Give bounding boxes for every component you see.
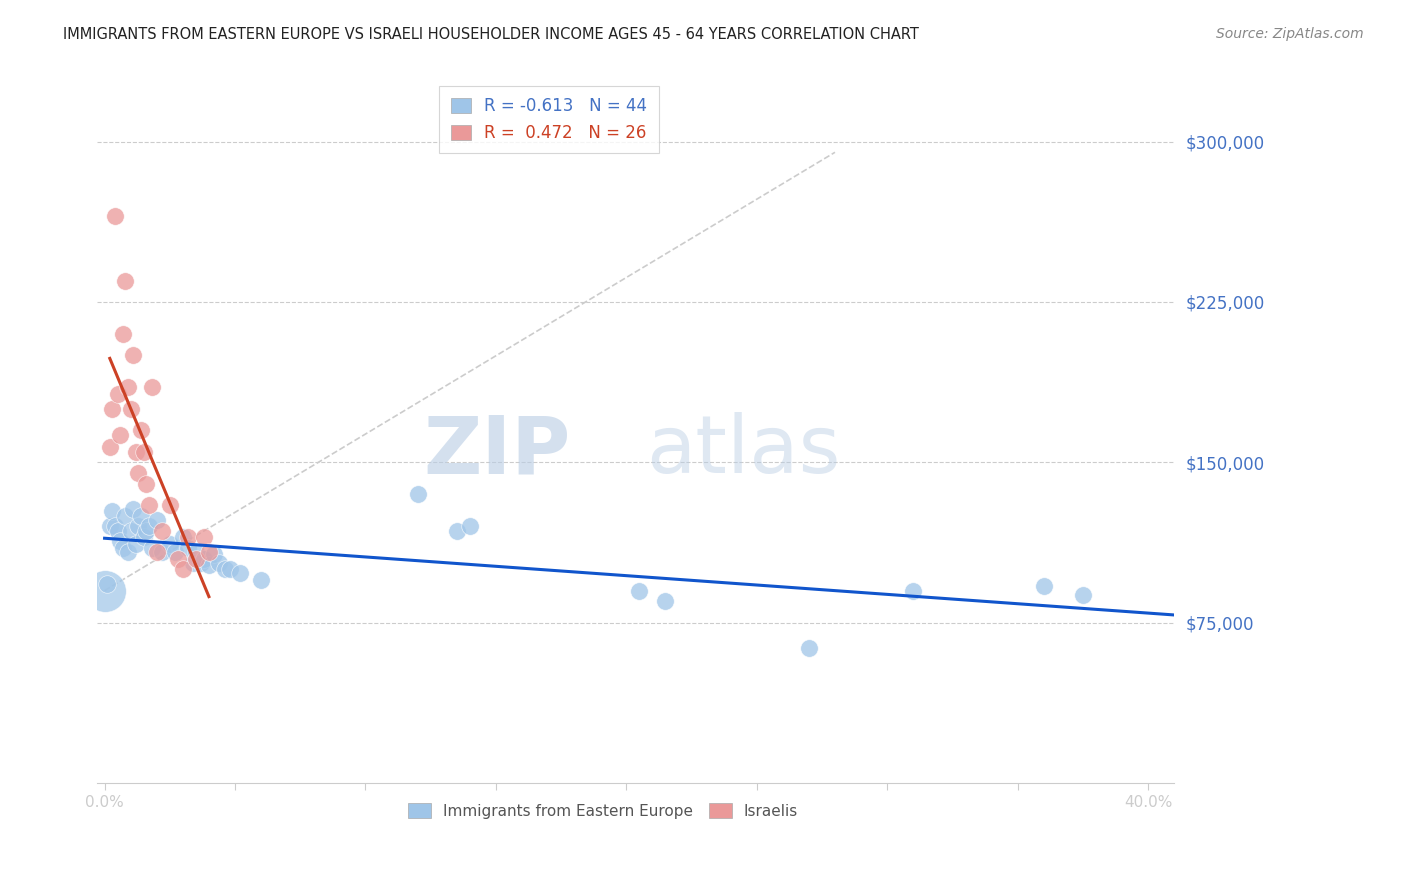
Point xyxy=(122,502,145,516)
Text: ZIP: ZIP xyxy=(423,412,571,491)
Point xyxy=(145,545,167,559)
Point xyxy=(150,545,173,559)
Point xyxy=(177,530,200,544)
Point xyxy=(193,551,215,566)
Legend: Immigrants from Eastern Europe, Israelis: Immigrants from Eastern Europe, Israelis xyxy=(402,797,804,825)
Point xyxy=(184,545,207,559)
Point xyxy=(198,545,221,559)
Point xyxy=(628,583,651,598)
Point xyxy=(101,401,124,416)
Point xyxy=(132,444,155,458)
Point xyxy=(114,508,136,523)
Point xyxy=(104,210,127,224)
Point xyxy=(128,466,150,480)
Point xyxy=(135,524,157,538)
Point xyxy=(101,504,124,518)
Point xyxy=(138,498,160,512)
Point xyxy=(120,524,142,538)
Point xyxy=(117,380,139,394)
Point xyxy=(406,487,429,501)
Point xyxy=(458,519,481,533)
Point xyxy=(172,530,194,544)
Point xyxy=(135,476,157,491)
Text: IMMIGRANTS FROM EASTERN EUROPE VS ISRAELI HOUSEHOLDER INCOME AGES 45 - 64 YEARS : IMMIGRANTS FROM EASTERN EUROPE VS ISRAEL… xyxy=(63,27,920,42)
Point xyxy=(129,423,152,437)
Point xyxy=(208,556,231,570)
Point xyxy=(111,326,134,341)
Point xyxy=(117,545,139,559)
Text: Source: ZipAtlas.com: Source: ZipAtlas.com xyxy=(1216,27,1364,41)
Point xyxy=(193,530,215,544)
Point xyxy=(159,498,181,512)
Point xyxy=(797,641,820,656)
Point xyxy=(214,562,236,576)
Point xyxy=(190,556,212,570)
Point xyxy=(125,536,148,550)
Point xyxy=(654,594,676,608)
Point xyxy=(1032,579,1054,593)
Point xyxy=(107,524,129,538)
Point xyxy=(159,536,181,550)
Point xyxy=(114,274,136,288)
Point xyxy=(1071,588,1094,602)
Point xyxy=(229,566,252,581)
Point xyxy=(163,545,186,559)
Point xyxy=(184,551,207,566)
Point xyxy=(110,534,132,549)
Point xyxy=(125,444,148,458)
Point xyxy=(250,573,273,587)
Point xyxy=(141,541,163,555)
Point xyxy=(166,551,188,566)
Point xyxy=(903,583,925,598)
Point xyxy=(172,562,194,576)
Point xyxy=(145,513,167,527)
Point xyxy=(120,401,142,416)
Point xyxy=(111,541,134,555)
Point xyxy=(98,441,121,455)
Point xyxy=(128,519,150,533)
Text: atlas: atlas xyxy=(645,412,841,491)
Point xyxy=(446,524,468,538)
Point xyxy=(181,556,204,570)
Point xyxy=(177,541,200,555)
Point xyxy=(132,530,155,544)
Point xyxy=(138,519,160,533)
Point xyxy=(96,577,118,591)
Point xyxy=(218,562,240,576)
Point xyxy=(129,508,152,523)
Point xyxy=(107,387,129,401)
Point xyxy=(141,380,163,394)
Point xyxy=(110,427,132,442)
Point xyxy=(94,583,117,598)
Point xyxy=(104,519,127,533)
Point xyxy=(122,348,145,362)
Point xyxy=(202,547,225,561)
Point xyxy=(198,558,221,572)
Point xyxy=(150,524,173,538)
Point xyxy=(98,519,121,533)
